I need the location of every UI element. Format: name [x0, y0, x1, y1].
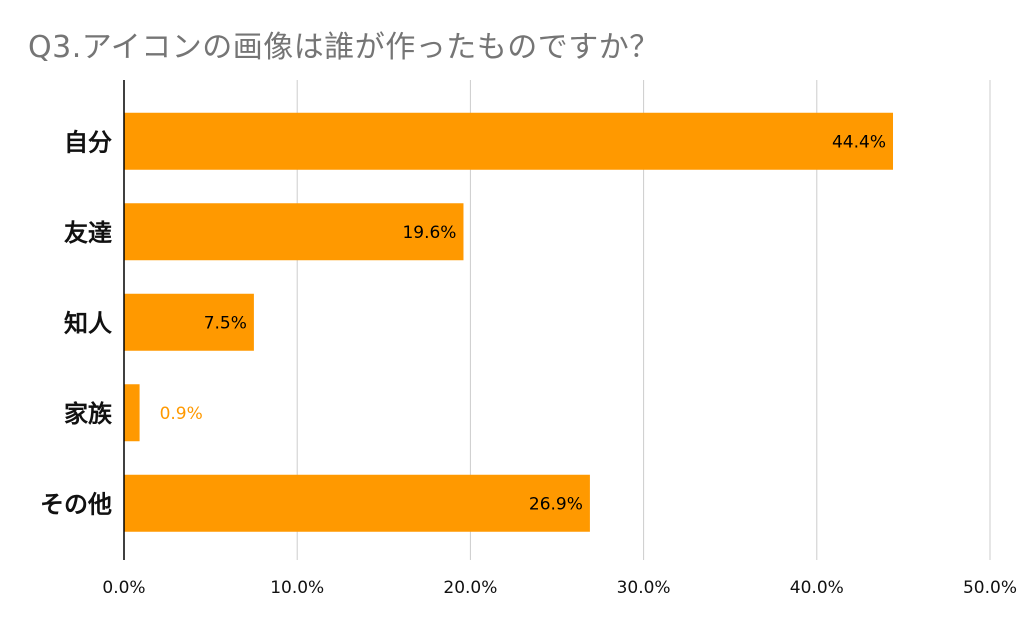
data-label: 19.6% — [402, 223, 456, 243]
x-tick-label: 50.0% — [963, 578, 1017, 598]
category-label: 知人 — [64, 309, 112, 337]
chart-title: Q3.アイコンの画像は誰が作ったものですか？ — [28, 30, 660, 65]
bar — [124, 203, 464, 261]
data-label: 0.9% — [160, 404, 203, 424]
data-label: 26.9% — [529, 494, 583, 514]
category-label: 家族 — [64, 400, 113, 428]
x-tick-labels: 0.0% 10.0% 20.0% 30.0% 40.0% 50.0% — [102, 578, 1017, 598]
x-tick-label: 20.0% — [443, 578, 497, 598]
bar — [124, 293, 254, 351]
x-tick-label: 40.0% — [790, 578, 844, 598]
x-tick-label: 30.0% — [617, 578, 671, 598]
bar — [124, 112, 894, 170]
bars: 44.4% 19.6% 7.5% 0.9% 26.9% — [124, 112, 894, 532]
category-label: その他 — [40, 490, 112, 518]
x-tick-label: 10.0% — [270, 578, 324, 598]
x-tick-label: 0.0% — [102, 578, 145, 598]
data-label: 7.5% — [204, 313, 247, 333]
bar — [124, 384, 140, 442]
category-label: 友達 — [64, 219, 112, 247]
bar — [124, 474, 590, 532]
category-label: 自分 — [64, 128, 112, 156]
data-label: 44.4% — [832, 132, 886, 152]
